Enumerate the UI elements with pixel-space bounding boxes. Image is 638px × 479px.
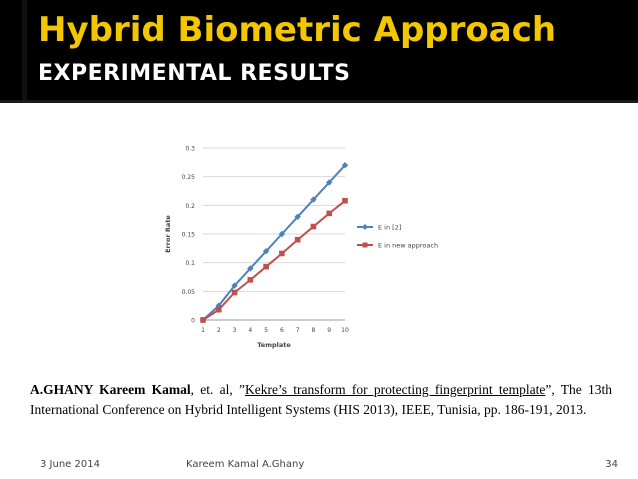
- x-tick-label: 1: [201, 327, 205, 334]
- data-point: [231, 282, 238, 289]
- data-point: [247, 277, 254, 283]
- x-tick-label: 10: [341, 327, 349, 334]
- x-tick-label: 8: [312, 327, 316, 334]
- data-point: [326, 179, 333, 186]
- x-tick-label: 2: [217, 327, 221, 334]
- error-rate-chart: 0 0.05 0.1 0.15 0.2 0.25 0.3 1 2 3 4 5 6 7 8 9 10 Templat…: [150, 135, 480, 360]
- slide-title: Hybrid Biometric Approach: [38, 10, 557, 50]
- data-point: [326, 210, 333, 217]
- y-tick-label: 0.05: [182, 289, 196, 296]
- y-tick-label: 0.2: [185, 203, 195, 210]
- legend-marker: [362, 242, 368, 248]
- slide-subtitle: EXPERIMENTAL RESULTS: [38, 61, 351, 86]
- data-point: [341, 162, 349, 169]
- citation-paper-link[interactable]: Kekre’s transform for protecting fingerp…: [244, 382, 546, 397]
- header-accent-bar: [22, 0, 27, 100]
- legend-label: E in [2]: [378, 224, 401, 232]
- citation-authors: A.GHANY Kareem Kamal: [30, 382, 191, 397]
- citation: A.GHANY Kareem Kamal, et. al, ”Kekre’s t…: [30, 380, 612, 420]
- x-tick-label: 9: [327, 327, 331, 334]
- footer-date: 3 June 2014: [40, 459, 100, 470]
- data-point: [200, 317, 206, 323]
- y-tick-label: 0.15: [182, 232, 196, 239]
- x-axis-title: Template: [257, 341, 291, 349]
- legend-label: E in new approach: [378, 242, 438, 250]
- footer-page-number: 34: [605, 459, 618, 470]
- y-tick-label: 0.3: [185, 146, 195, 153]
- data-point: [231, 289, 238, 296]
- data-point: [294, 236, 301, 243]
- data-point: [310, 223, 317, 230]
- data-point: [262, 248, 270, 255]
- data-point: [342, 197, 348, 204]
- legend-marker: [362, 224, 368, 230]
- x-tick-label: 5: [264, 327, 268, 334]
- data-point: [294, 213, 301, 220]
- data-point: [310, 196, 317, 203]
- citation-rest: ”, The 13th International Conference on …: [30, 382, 612, 417]
- y-axis-title: Error Rate: [164, 215, 172, 253]
- citation-etal: , et. al, ”: [190, 382, 245, 397]
- series-line: [202, 199, 346, 321]
- footer-author: Kareem Kamal A.Ghany: [186, 459, 305, 470]
- slide-header: [0, 0, 638, 100]
- x-tick-label: 4: [248, 327, 252, 334]
- y-tick-label: 0.25: [182, 174, 196, 181]
- header-divider: [0, 100, 638, 103]
- x-tick-label: 7: [296, 327, 300, 334]
- series-line: [202, 164, 346, 321]
- data-point: [263, 263, 269, 270]
- data-point: [215, 306, 222, 313]
- y-tick-label: 0.1: [185, 260, 195, 267]
- x-tick-label: 3: [233, 327, 237, 334]
- y-tick-label: 0: [191, 318, 195, 325]
- data-point: [279, 250, 285, 257]
- data-point: [247, 265, 254, 272]
- chart-svg: 0 0.05 0.1 0.15 0.2 0.25 0.3 1 2 3 4 5 6 7 8 9 10 Templat…: [164, 146, 438, 350]
- x-tick-label: 6: [280, 327, 284, 334]
